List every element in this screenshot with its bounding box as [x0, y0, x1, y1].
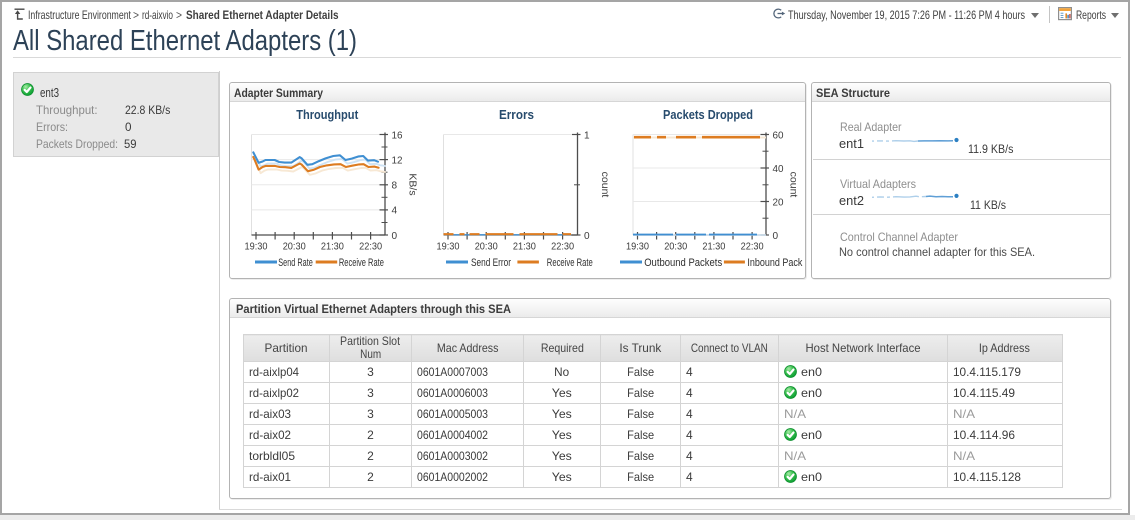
svg-text:12: 12: [392, 154, 403, 166]
svg-text:Throughput: Throughput: [296, 107, 359, 122]
svg-text:21:30: 21:30: [702, 241, 725, 253]
svg-text:8: 8: [392, 180, 398, 192]
svg-text:20: 20: [773, 196, 784, 208]
svg-text:19:30: 19:30: [626, 241, 649, 253]
svg-text:21:30: 21:30: [321, 241, 344, 253]
svg-text:0: 0: [584, 230, 590, 242]
svg-text:0: 0: [773, 230, 779, 242]
svg-text:20:30: 20:30: [475, 241, 498, 253]
svg-text:Send Rate: Send Rate: [278, 257, 313, 269]
svg-text:Packets Dropped: Packets Dropped: [663, 107, 753, 122]
svg-text:40: 40: [773, 163, 784, 175]
svg-text:Errors: Errors: [499, 107, 534, 122]
svg-text:Receive Rate: Receive Rate: [339, 257, 384, 269]
svg-text:count: count: [788, 172, 800, 198]
svg-text:KB/s: KB/s: [407, 173, 419, 195]
svg-text:22:30: 22:30: [741, 241, 764, 253]
svg-text:19:30: 19:30: [437, 241, 460, 253]
svg-text:0: 0: [392, 230, 398, 242]
svg-text:4: 4: [392, 205, 398, 217]
svg-text:20:30: 20:30: [283, 241, 306, 253]
svg-text:count: count: [599, 172, 611, 198]
svg-text:1: 1: [584, 129, 590, 141]
svg-text:22:30: 22:30: [359, 241, 382, 253]
svg-text:Outbound Packets: Outbound Packets: [644, 257, 722, 269]
svg-text:60: 60: [773, 129, 784, 141]
svg-text:Receive Rate: Receive Rate: [547, 257, 593, 269]
svg-text:21:30: 21:30: [513, 241, 536, 253]
svg-text:20:30: 20:30: [664, 241, 687, 253]
svg-text:Send Error: Send Error: [471, 257, 511, 269]
svg-text:Inbound Pack: Inbound Pack: [747, 257, 802, 269]
svg-text:19:30: 19:30: [245, 241, 268, 253]
svg-text:22:30: 22:30: [551, 241, 574, 253]
svg-text:16: 16: [392, 129, 403, 141]
